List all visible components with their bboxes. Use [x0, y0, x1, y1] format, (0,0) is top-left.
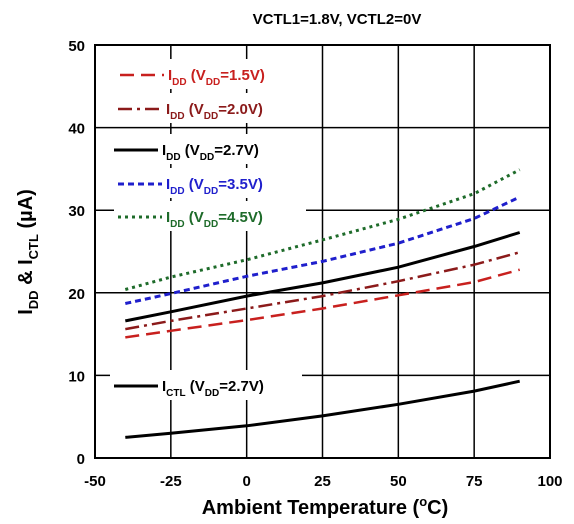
x-tick-label: 50 [390, 473, 407, 490]
y-axis-label: IDD & ICTL (µA) [15, 189, 41, 315]
tick-labels: -50 -25 0 25 50 75 100 0 10 20 30 40 50 [68, 38, 562, 490]
y-tick-label: 20 [68, 286, 85, 303]
series-line-2 [125, 231, 521, 323]
x-tick-label: -50 [84, 473, 106, 490]
plot-frame [94, 44, 551, 459]
series-line-5 [125, 379, 521, 439]
y-tick-label: 30 [68, 203, 85, 220]
x-tick-label: 100 [537, 473, 562, 490]
series-lines [124, 168, 521, 439]
y-tick-label: 50 [68, 38, 85, 55]
chart-subtitle: VCTL1=1.8V, VCTL2=0V [253, 11, 422, 28]
legend-label: IDD (VDD=2.7V) [162, 142, 259, 163]
x-tick-label: 75 [466, 473, 483, 490]
legend: IDD (VDD=1.5V) IDD (VDD=2.0V) IDD (VDD=2.7… [110, 59, 308, 400]
x-tick-label: -25 [160, 473, 182, 490]
series-line-4 [124, 168, 521, 291]
series-line-0 [125, 268, 521, 339]
x-axis-label: Ambient Temperature (oC) [202, 494, 449, 519]
series-line-3 [124, 195, 521, 305]
legend-label: ICTL (VDD=2.7V) [162, 378, 264, 399]
x-tick-label: 25 [314, 473, 331, 490]
series-line-1 [125, 251, 521, 331]
legend-label: IDD (VDD=2.0V) [166, 101, 263, 122]
legend-label: IDD (VDD=1.5V) [168, 67, 265, 88]
legend-label: IDD (VDD=3.5V) [166, 176, 263, 197]
legend-label: IDD (VDD=4.5V) [166, 209, 263, 230]
y-tick-label: 40 [68, 121, 85, 138]
legend-backing [114, 168, 306, 198]
y-tick-label: 10 [68, 368, 85, 385]
x-tick-label: 0 [242, 473, 250, 490]
y-tick-label: 0 [77, 451, 85, 468]
